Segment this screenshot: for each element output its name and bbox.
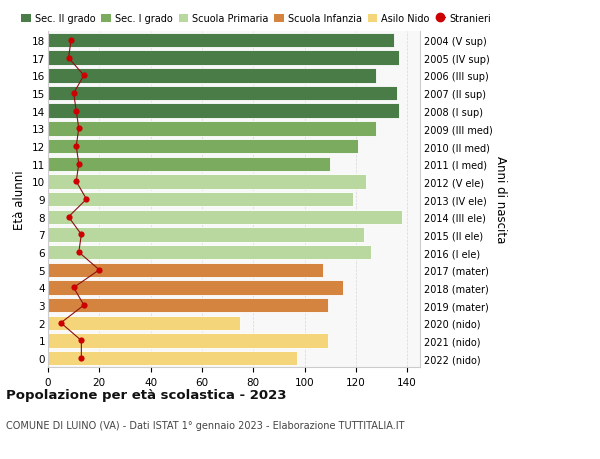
Bar: [48, 298, 328, 313]
Point: [69, 284, 79, 291]
Point: [77, 337, 86, 344]
Bar: [48, 210, 402, 224]
Bar: [48, 122, 376, 136]
Bar: [48, 351, 297, 366]
Bar: [48, 334, 328, 348]
Point: [95, 267, 104, 274]
Point: [64, 213, 73, 221]
Point: [71, 143, 81, 151]
Point: [69, 90, 79, 97]
Y-axis label: Anni di nascita: Anni di nascita: [494, 156, 507, 243]
Bar: [48, 228, 364, 242]
Point: [71, 179, 81, 186]
Legend: Sec. II grado, Sec. I grado, Scuola Primaria, Scuola Infanzia, Asilo Nido, Stran: Sec. II grado, Sec. I grado, Scuola Prim…: [21, 14, 491, 24]
Bar: [48, 34, 394, 48]
Bar: [48, 175, 366, 189]
Point: [82, 196, 91, 203]
Point: [77, 231, 86, 239]
Bar: [48, 280, 343, 295]
Bar: [48, 192, 353, 207]
Point: [66, 37, 76, 45]
Bar: [48, 316, 241, 330]
Point: [64, 55, 73, 62]
Point: [74, 249, 83, 256]
Bar: [48, 87, 397, 101]
Y-axis label: Età alunni: Età alunni: [13, 170, 26, 230]
Bar: [48, 104, 400, 119]
Bar: [48, 140, 358, 154]
Point: [79, 73, 89, 80]
Point: [79, 302, 89, 309]
Bar: [48, 246, 371, 260]
Point: [56, 319, 65, 327]
Point: [77, 355, 86, 362]
Point: [71, 108, 81, 115]
Bar: [48, 263, 323, 277]
Bar: [48, 69, 376, 84]
Point: [74, 125, 83, 133]
Point: [74, 161, 83, 168]
Bar: [48, 157, 330, 172]
Text: Popolazione per età scolastica - 2023: Popolazione per età scolastica - 2023: [6, 388, 287, 401]
Bar: [48, 51, 400, 66]
Text: COMUNE DI LUINO (VA) - Dati ISTAT 1° gennaio 2023 - Elaborazione TUTTITALIA.IT: COMUNE DI LUINO (VA) - Dati ISTAT 1° gen…: [6, 420, 404, 430]
